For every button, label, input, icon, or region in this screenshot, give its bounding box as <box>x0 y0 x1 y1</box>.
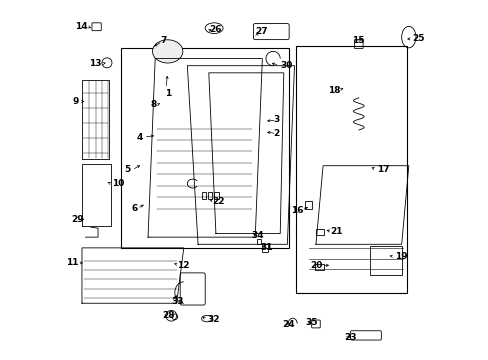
Bar <box>257 239 261 244</box>
Text: 21: 21 <box>329 227 342 236</box>
Text: 18: 18 <box>328 86 340 95</box>
Text: 15: 15 <box>351 36 364 45</box>
Text: 17: 17 <box>376 165 388 174</box>
Bar <box>369 246 401 275</box>
Text: 13: 13 <box>89 59 102 68</box>
Text: 4: 4 <box>136 132 142 141</box>
Ellipse shape <box>152 40 183 63</box>
Text: 1: 1 <box>164 89 170 98</box>
Text: 35: 35 <box>305 318 317 327</box>
Text: 30: 30 <box>280 61 292 70</box>
Text: 19: 19 <box>394 252 407 261</box>
Text: 33: 33 <box>171 297 183 306</box>
Text: 24: 24 <box>282 320 294 329</box>
Text: 3: 3 <box>272 115 279 124</box>
Text: 23: 23 <box>344 333 356 342</box>
Bar <box>207 192 212 199</box>
Bar <box>315 264 324 270</box>
Text: 26: 26 <box>208 26 221 35</box>
Bar <box>214 192 218 199</box>
Text: 14: 14 <box>75 22 87 31</box>
Text: 11: 11 <box>66 258 78 267</box>
Text: 9: 9 <box>72 97 78 106</box>
Text: 29: 29 <box>71 215 83 224</box>
Text: 16: 16 <box>290 206 303 215</box>
Text: 27: 27 <box>255 27 267 36</box>
Text: 20: 20 <box>310 261 323 270</box>
Text: 22: 22 <box>212 197 224 206</box>
Bar <box>315 229 323 235</box>
Text: 34: 34 <box>251 231 264 240</box>
Text: 2: 2 <box>272 129 279 138</box>
Text: 5: 5 <box>123 165 130 174</box>
Text: 8: 8 <box>150 100 157 109</box>
Text: 10: 10 <box>112 179 124 188</box>
Text: 25: 25 <box>411 35 424 44</box>
Text: 7: 7 <box>160 36 166 45</box>
Text: 31: 31 <box>260 243 272 252</box>
Text: 12: 12 <box>176 261 189 270</box>
Bar <box>201 192 205 199</box>
Bar <box>261 244 267 252</box>
Text: 32: 32 <box>206 315 219 324</box>
Bar <box>296 46 406 293</box>
Text: 6: 6 <box>131 204 137 213</box>
Bar <box>121 48 288 248</box>
Bar <box>305 202 311 209</box>
Text: 28: 28 <box>162 311 175 320</box>
